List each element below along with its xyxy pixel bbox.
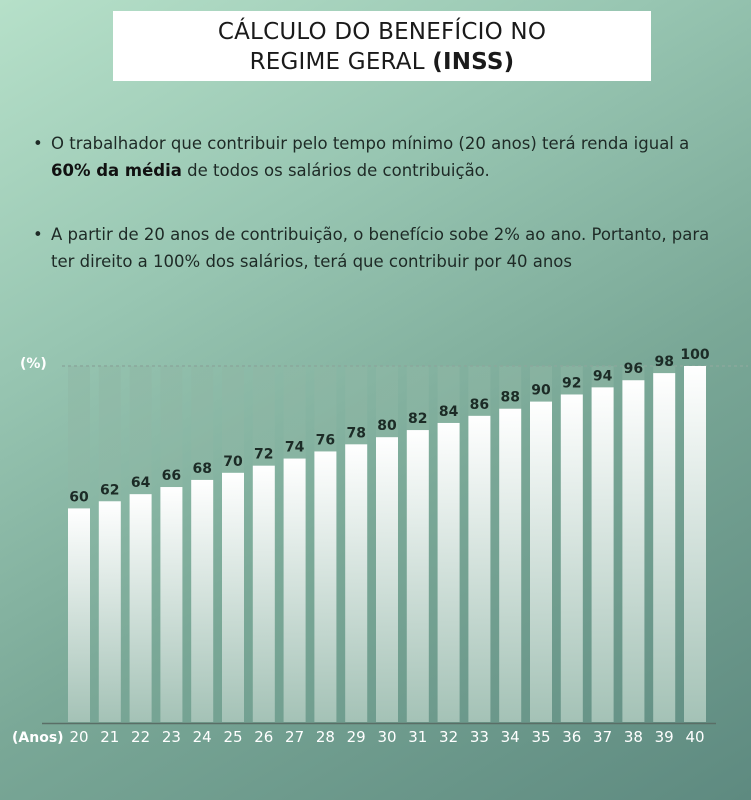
value-labels: 60 62 64 66 68 70 72 74 76 78 80 82 84 86 88 90 92 94 96 98… xyxy=(69,347,710,505)
bar-21 xyxy=(98,501,121,722)
value-label-36: 92 xyxy=(562,375,581,391)
x-tick-25: 25 xyxy=(223,728,242,746)
x-tick-40: 40 xyxy=(685,728,704,746)
value-label-22: 64 xyxy=(131,475,151,491)
value-label-30: 80 xyxy=(377,418,397,434)
x-tick-32: 32 xyxy=(439,728,458,746)
x-tick-36: 36 xyxy=(562,728,581,746)
bar-33 xyxy=(468,415,491,722)
value-label-26: 72 xyxy=(254,447,273,463)
x-tick-35: 35 xyxy=(531,728,550,746)
bar-39 xyxy=(653,373,676,722)
title-line-2: REGIME GERAL (INSS) xyxy=(113,47,651,77)
bar-24 xyxy=(191,479,214,722)
bullet-item-increase: • A partir de 20 anos de contribuição, o… xyxy=(33,221,723,275)
title-box: CÁLCULO DO BENEFÍCIO NO REGIME GERAL (IN… xyxy=(113,11,651,81)
bar-32 xyxy=(437,422,460,722)
bullet-list: • O trabalhador que contribuir pelo temp… xyxy=(33,130,723,312)
bar-23 xyxy=(160,487,183,722)
title-line-2-bold: (INSS) xyxy=(432,49,515,75)
bullet-dot: • xyxy=(33,134,43,153)
x-tick-31: 31 xyxy=(408,728,427,746)
x-tick-21: 21 xyxy=(100,728,119,746)
value-label-38: 96 xyxy=(624,361,643,377)
title-line-2-text: REGIME GERAL xyxy=(249,49,433,75)
value-label-37: 94 xyxy=(593,368,613,384)
x-tick-39: 39 xyxy=(655,728,674,746)
value-label-33: 86 xyxy=(470,397,489,413)
value-label-40: 100 xyxy=(680,347,709,363)
x-tick-37: 37 xyxy=(593,728,612,746)
bullet-dot: • xyxy=(33,225,43,244)
x-tick-29: 29 xyxy=(347,728,366,746)
value-label-25: 70 xyxy=(223,454,243,470)
x-tick-34: 34 xyxy=(501,728,520,746)
value-label-21: 62 xyxy=(100,482,119,498)
x-tick-labels: 20 21 22 23 24 25 26 27 28 29 30 31 32 33 34 35 36 37 38 39… xyxy=(69,728,704,746)
bullet-text-1b: de todos os salários de contribuição. xyxy=(181,161,490,180)
bar-38 xyxy=(622,380,645,722)
x-tick-28: 28 xyxy=(316,728,335,746)
value-label-27: 74 xyxy=(285,440,305,456)
bar-36 xyxy=(560,394,583,722)
x-tick-23: 23 xyxy=(162,728,181,746)
bar-35 xyxy=(530,401,552,722)
bar-29 xyxy=(345,444,368,722)
bar-25 xyxy=(222,472,244,722)
bar-28 xyxy=(314,451,337,722)
value-label-35: 90 xyxy=(531,383,551,399)
value-label-32: 84 xyxy=(439,404,459,420)
value-label-29: 78 xyxy=(346,425,365,441)
bars xyxy=(68,366,706,722)
bar-31 xyxy=(406,430,429,722)
value-label-31: 82 xyxy=(408,411,427,427)
x-tick-22: 22 xyxy=(131,728,150,746)
x-tick-38: 38 xyxy=(624,728,643,746)
bar-34 xyxy=(499,408,522,722)
bar-26 xyxy=(252,465,275,722)
x-tick-33: 33 xyxy=(470,728,489,746)
y-axis-label: (%) xyxy=(20,356,47,372)
x-tick-24: 24 xyxy=(193,728,212,746)
value-label-28: 76 xyxy=(316,432,335,448)
x-tick-27: 27 xyxy=(285,728,304,746)
bar-37 xyxy=(591,387,614,722)
bar-22 xyxy=(129,494,152,722)
x-axis-label: (Anos) xyxy=(12,730,64,746)
bullet-text-2: A partir de 20 anos de contribuição, o b… xyxy=(51,225,710,271)
x-tick-26: 26 xyxy=(254,728,273,746)
bullet-text-1-bold: 60% da média xyxy=(51,161,182,180)
bullet-item-minimum-time: • O trabalhador que contribuir pelo temp… xyxy=(33,130,723,184)
value-label-20: 60 xyxy=(69,489,89,505)
value-label-23: 66 xyxy=(162,468,181,484)
value-label-34: 88 xyxy=(500,390,519,406)
bar-30 xyxy=(376,437,398,722)
bar-27 xyxy=(283,458,306,722)
title-line-1: CÁLCULO DO BENEFÍCIO NO xyxy=(217,19,547,45)
x-tick-20: 20 xyxy=(69,728,88,746)
value-label-24: 68 xyxy=(192,461,211,477)
bar-40 xyxy=(684,366,706,722)
bar-20 xyxy=(68,508,90,722)
bullet-text-1a: O trabalhador que contribuir pelo tempo … xyxy=(51,134,690,153)
value-label-39: 98 xyxy=(654,354,673,370)
x-tick-30: 30 xyxy=(377,728,396,746)
